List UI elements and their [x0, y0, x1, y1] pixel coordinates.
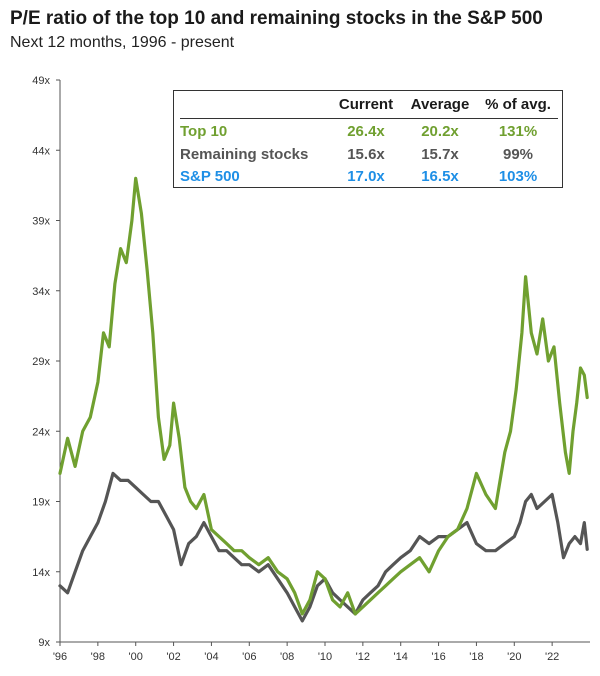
legend-current: 26.4x	[347, 123, 385, 140]
y-tick-label: 9x	[38, 637, 50, 649]
x-tick-label: '20	[507, 651, 521, 663]
legend-average: 20.2x	[421, 123, 459, 140]
chart-subtitle: Next 12 months, 1996 - present	[10, 34, 235, 51]
x-tick-label: '14	[394, 651, 408, 663]
legend-current: 15.6x	[347, 146, 385, 163]
legend-row-sp500: S&P 500 17.0x 16.5x 103%	[174, 165, 562, 189]
x-tick-label: '98	[91, 651, 105, 663]
legend-header-divider	[180, 118, 558, 119]
legend-average: 16.5x	[421, 168, 459, 185]
x-tick-label: '08	[280, 651, 294, 663]
legend-pct: 99%	[502, 146, 534, 163]
x-tick-label: '16	[431, 651, 445, 663]
legend-name: Top 10	[180, 123, 228, 140]
y-tick-label: 39x	[32, 216, 50, 228]
legend-header-average: Average	[410, 96, 470, 113]
legend-header-pct: % of avg.	[485, 96, 551, 113]
y-tick-label: 49x	[32, 75, 50, 87]
x-tick-label: '06	[242, 651, 256, 663]
legend-row-top10: Top 10 26.4x 20.2x 131%	[174, 120, 562, 144]
x-tick-label: '00	[129, 651, 143, 663]
y-tick-label: 14x	[32, 567, 50, 579]
x-tick-label: '18	[469, 651, 483, 663]
y-tick-label: 34x	[32, 286, 50, 298]
legend-current: 17.0x	[347, 168, 385, 185]
y-tick-label: 29x	[32, 356, 50, 368]
legend-header-current: Current	[338, 96, 394, 113]
series-line-top-10	[58, 176, 589, 616]
legend-name: S&P 500	[180, 168, 240, 185]
x-tick-label: '02	[166, 651, 180, 663]
legend-header-row: Current Average % of avg.	[174, 93, 562, 117]
y-tick-label: 19x	[32, 497, 50, 509]
x-tick-label: '04	[204, 651, 218, 663]
x-tick-label: '10	[318, 651, 332, 663]
x-tick-label: '12	[356, 651, 370, 663]
x-tick-label: '96	[53, 651, 67, 663]
chart-title: P/E ratio of the top 10 and remaining st…	[10, 8, 543, 29]
legend-name: Remaining stocks	[180, 146, 309, 163]
x-tick-label: '22	[545, 651, 559, 663]
series-line-remaining-stocks	[58, 471, 589, 623]
y-tick-label: 24x	[32, 426, 50, 438]
legend-pct: 103%	[498, 168, 538, 185]
legend-pct: 131%	[498, 123, 538, 140]
summary-legend-table: Current Average % of avg. Top 10 26.4x 2…	[173, 90, 563, 188]
legend-row-remaining: Remaining stocks 15.6x 15.7x 99%	[174, 143, 562, 167]
y-tick-label: 44x	[32, 145, 50, 157]
legend-average: 15.7x	[421, 146, 459, 163]
